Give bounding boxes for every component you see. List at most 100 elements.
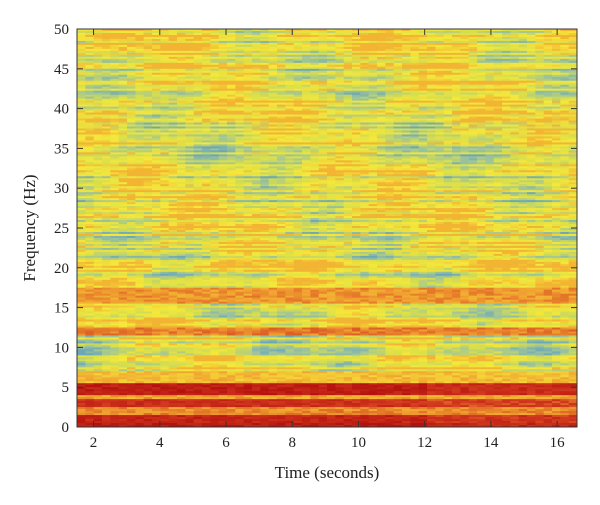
- heatmap-cell: [527, 134, 536, 138]
- heatmap-cell: [410, 54, 420, 58]
- heatmap-cell: [227, 56, 236, 60]
- heatmap-cell: [185, 98, 195, 102]
- heatmap-cell: [268, 68, 278, 72]
- heatmap-cell: [543, 82, 553, 86]
- heatmap-cell: [260, 130, 270, 134]
- heatmap-cell: [185, 92, 195, 96]
- heatmap-cell: [477, 102, 486, 106]
- heatmap-cell: [110, 136, 120, 140]
- heatmap-cell: [552, 46, 561, 50]
- heatmap-cell: [468, 60, 478, 64]
- heatmap-cell: [218, 118, 228, 122]
- heatmap-cell: [168, 136, 178, 140]
- heatmap-cell: [335, 130, 345, 134]
- heatmap-cell: [127, 80, 136, 84]
- heatmap-cell: [418, 52, 428, 56]
- heatmap-cell: [210, 98, 220, 102]
- heatmap-cell: [527, 128, 536, 132]
- heatmap-cell: [135, 112, 145, 116]
- heatmap-cell: [568, 122, 577, 126]
- heatmap-cell: [427, 82, 436, 86]
- heatmap-cell: [202, 114, 211, 118]
- heatmap-cell: [235, 82, 245, 86]
- heatmap-cell: [77, 122, 86, 126]
- heatmap-cell: [510, 136, 520, 140]
- heatmap-cell: [343, 82, 353, 86]
- heatmap-cell: [427, 62, 436, 66]
- heatmap-cell: [568, 90, 577, 94]
- heatmap-cell: [335, 112, 345, 116]
- heatmap-cell: [493, 116, 503, 120]
- heatmap-cell: [260, 98, 270, 102]
- heatmap-cell: [427, 132, 436, 136]
- heatmap-cell: [410, 36, 420, 40]
- heatmap-cell: [243, 42, 253, 46]
- heatmap-cell: [568, 64, 577, 68]
- heatmap-cell: [293, 116, 303, 120]
- heatmap-cell: [343, 100, 353, 104]
- heatmap-cell: [560, 144, 570, 148]
- heatmap-cell: [277, 102, 286, 106]
- heatmap-cell: [493, 128, 503, 132]
- heatmap-cell: [385, 42, 395, 46]
- heatmap-cell: [110, 110, 120, 114]
- heatmap-cell: [468, 40, 478, 44]
- heatmap-cell: [293, 110, 303, 114]
- heatmap-cell: [443, 102, 453, 106]
- heatmap-cell: [368, 78, 378, 82]
- heatmap-cell: [435, 112, 445, 116]
- heatmap-cell: [243, 38, 253, 42]
- heatmap-cell: [377, 36, 386, 40]
- heatmap-cell: [360, 42, 370, 46]
- heatmap-cell: [268, 74, 278, 78]
- heatmap-cell: [127, 102, 136, 106]
- heatmap-cell: [152, 70, 161, 74]
- heatmap-cell: [410, 96, 420, 100]
- heatmap-cell: [202, 80, 211, 84]
- heatmap-cell: [552, 116, 561, 120]
- heatmap-cell: [535, 144, 545, 148]
- heatmap-cell: [518, 92, 528, 96]
- heatmap-cell: [77, 78, 86, 82]
- heatmap-cell: [368, 144, 378, 148]
- heatmap-cell: [160, 84, 170, 88]
- heatmap-cell: [560, 80, 570, 84]
- heatmap-cell: [410, 66, 420, 70]
- heatmap-cell: [118, 114, 128, 118]
- heatmap-cell: [427, 56, 436, 60]
- heatmap-cell: [552, 78, 561, 82]
- heatmap-cell: [85, 146, 95, 149]
- heatmap-cell: [402, 102, 411, 106]
- heatmap-cell: [210, 72, 220, 76]
- heatmap-cell: [393, 46, 403, 50]
- heatmap-cell: [418, 88, 428, 92]
- heatmap-cell: [418, 50, 428, 54]
- heatmap-cell: [310, 70, 320, 74]
- heatmap-cell: [527, 84, 536, 88]
- heatmap-cell: [177, 102, 186, 106]
- heatmap-cell: [460, 108, 470, 112]
- heatmap-cell: [252, 116, 261, 120]
- heatmap-cell: [510, 58, 520, 62]
- heatmap-cell: [402, 142, 411, 146]
- heatmap-cell: [460, 38, 470, 42]
- heatmap-cell: [102, 128, 111, 132]
- heatmap-cell: [135, 78, 145, 82]
- heatmap-cell: [168, 98, 178, 102]
- heatmap-cell: [127, 64, 136, 68]
- heatmap-cell: [443, 44, 453, 48]
- heatmap-cell: [85, 102, 95, 106]
- heatmap-cell: [452, 50, 461, 54]
- heatmap-cell: [285, 130, 295, 134]
- heatmap-cell: [352, 72, 361, 76]
- heatmap-cell: [543, 66, 553, 70]
- heatmap-cell: [493, 108, 503, 112]
- heatmap-cell: [435, 142, 445, 146]
- heatmap-cell: [135, 48, 145, 52]
- heatmap-cell: [385, 140, 395, 144]
- heatmap-cell: [477, 108, 486, 112]
- heatmap-cell: [235, 104, 245, 108]
- heatmap-cell: [377, 66, 386, 70]
- heatmap-cell: [77, 104, 86, 108]
- heatmap-cell: [368, 94, 378, 98]
